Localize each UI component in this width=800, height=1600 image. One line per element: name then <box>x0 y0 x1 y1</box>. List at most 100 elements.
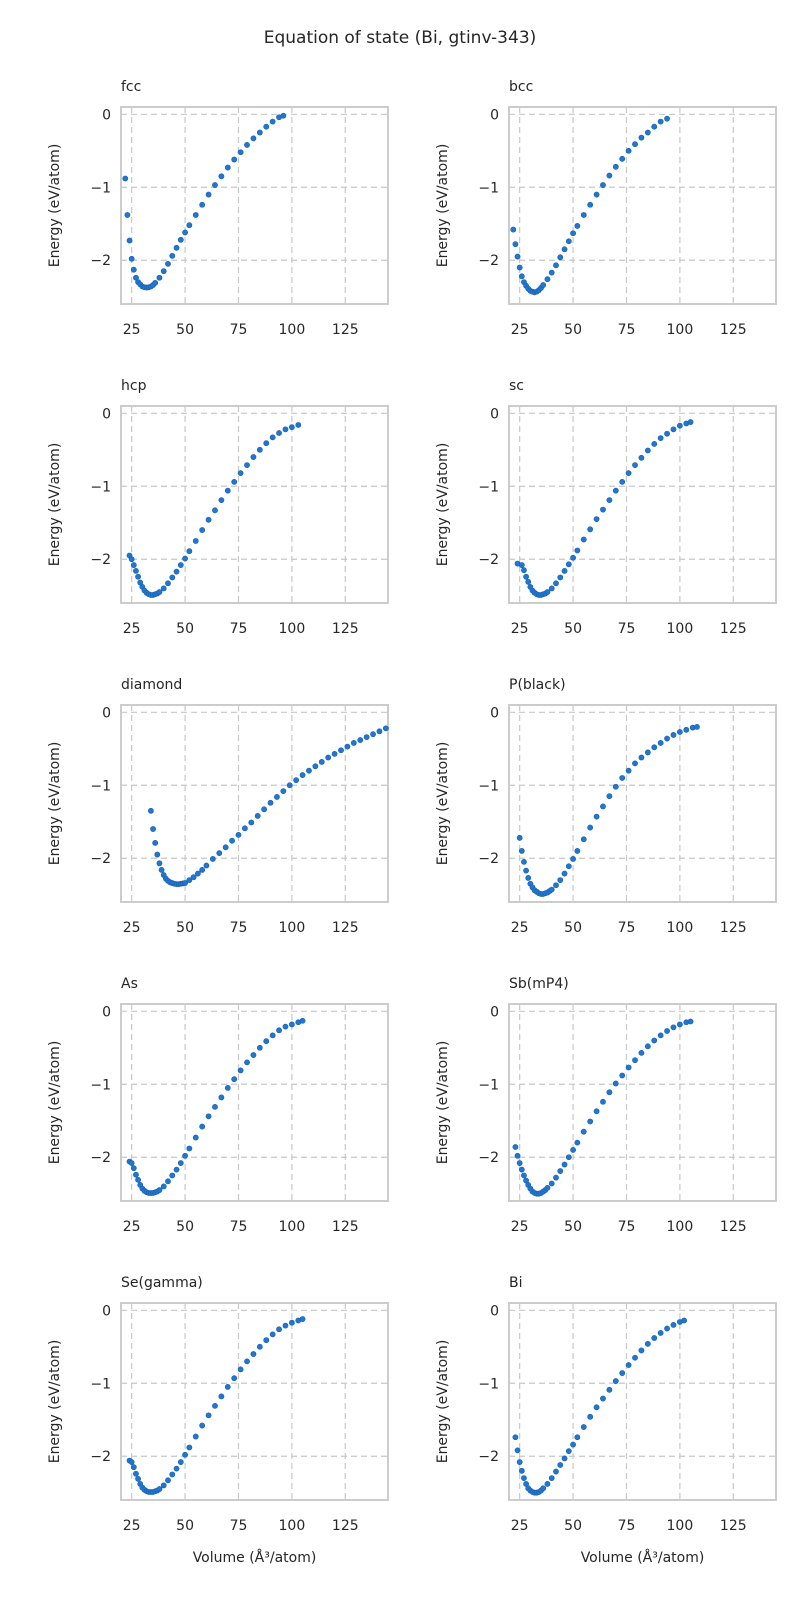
data-point <box>282 426 289 433</box>
data-point <box>156 860 163 867</box>
data-point <box>263 123 270 130</box>
data-point <box>165 580 171 587</box>
data-point <box>177 1459 184 1465</box>
data-point <box>516 264 523 271</box>
plot-area <box>509 1303 776 1500</box>
data-point <box>664 430 670 437</box>
y-tick-label: 0 <box>102 406 111 422</box>
data-point <box>370 731 376 738</box>
data-point <box>644 1043 651 1050</box>
plot-area <box>509 705 776 902</box>
data-point <box>510 226 517 233</box>
data-point <box>248 819 255 826</box>
data-point <box>651 1037 658 1044</box>
y-axis-label: Energy (eV/atom) <box>47 1340 63 1464</box>
x-tick-label: 25 <box>123 1219 141 1235</box>
data-point <box>192 1134 199 1141</box>
data-point <box>274 794 280 800</box>
data-point <box>657 1032 664 1039</box>
data-point <box>244 1358 250 1365</box>
x-tick-label: 125 <box>332 1518 359 1534</box>
y-axis-label: Energy (eV/atom) <box>47 443 63 567</box>
figure-title: Equation of state (Bi, gtinv-343) <box>263 28 537 48</box>
data-point <box>182 1152 188 1159</box>
data-point <box>548 269 555 276</box>
data-point <box>177 236 184 243</box>
subplot-hcp: hcp 25 50 75 100 125 0 −1 −2 Energy (eV/atom) <box>47 378 389 637</box>
data-point <box>186 1145 193 1152</box>
x-tick-label: 50 <box>176 621 194 637</box>
data-point <box>619 155 626 162</box>
data-point <box>224 1085 231 1091</box>
data-point <box>544 276 551 283</box>
data-point <box>580 1128 587 1135</box>
subplot-p-black-: P(black) 25 50 75 100 125 0 −1 −2 Energy (eV/atom… <box>435 677 777 936</box>
data-point <box>521 858 527 865</box>
y-axis-label: Energy (eV/atom) <box>435 443 451 567</box>
data-point <box>619 1370 626 1376</box>
x-tick-label: 50 <box>176 322 194 338</box>
data-point <box>540 1485 547 1492</box>
data-point <box>570 1441 576 1448</box>
data-point <box>182 555 188 562</box>
data-point <box>570 230 576 237</box>
data-point <box>670 1024 677 1031</box>
y-axis-label: Energy (eV/atom) <box>47 1041 63 1165</box>
data-point <box>173 1465 180 1472</box>
data-point <box>561 1161 568 1168</box>
data-point <box>267 799 274 806</box>
plot-area <box>121 1004 388 1201</box>
subplot-as: As 25 50 75 100 125 0 −1 −2 Energy (eV/atom) <box>47 976 389 1235</box>
x-tick-label: 75 <box>230 322 248 338</box>
subplot-fcc: fcc 25 50 75 100 125 0 −1 −2 Energy (eV/atom) <box>47 79 389 338</box>
x-tick-label: 25 <box>123 322 141 338</box>
y-tick-label: −2 <box>478 851 499 867</box>
data-point <box>241 825 248 832</box>
data-point <box>638 1347 645 1354</box>
data-point <box>600 182 606 188</box>
data-point <box>312 763 319 770</box>
data-point <box>160 1482 167 1489</box>
data-point <box>553 262 559 269</box>
data-point <box>130 562 137 568</box>
data-point <box>694 723 700 730</box>
data-point <box>216 850 223 857</box>
data-point <box>557 254 564 261</box>
data-point <box>130 266 137 273</box>
data-point <box>331 750 338 757</box>
data-point <box>237 1067 244 1074</box>
subplot-title: sc <box>509 378 524 394</box>
data-point <box>565 1448 572 1455</box>
data-point <box>681 1317 688 1324</box>
x-tick-label: 125 <box>332 621 359 637</box>
y-tick-label: 0 <box>102 1004 111 1020</box>
data-point <box>580 1424 587 1430</box>
data-point <box>580 836 587 843</box>
data-point <box>156 274 163 281</box>
data-point <box>128 1160 135 1166</box>
data-point <box>154 851 161 858</box>
data-point <box>625 147 632 154</box>
data-point <box>687 1018 694 1025</box>
x-tick-label: 50 <box>564 1219 582 1235</box>
data-point <box>651 441 658 447</box>
plot-area <box>121 406 388 603</box>
data-point <box>644 749 651 756</box>
data-point <box>687 419 694 425</box>
data-point <box>186 548 193 555</box>
data-point <box>544 1481 551 1487</box>
data-point <box>133 1171 139 1178</box>
subplot-title: As <box>121 976 138 992</box>
data-point <box>293 777 300 784</box>
data-point <box>600 1098 606 1105</box>
data-point <box>212 1402 218 1409</box>
data-point <box>190 874 197 881</box>
data-point <box>593 813 600 820</box>
data-point <box>606 1089 613 1096</box>
data-point <box>557 1168 564 1174</box>
data-point <box>632 1057 638 1064</box>
data-point <box>561 246 568 253</box>
data-point <box>231 156 238 163</box>
data-point <box>612 163 619 170</box>
data-point <box>357 737 364 743</box>
